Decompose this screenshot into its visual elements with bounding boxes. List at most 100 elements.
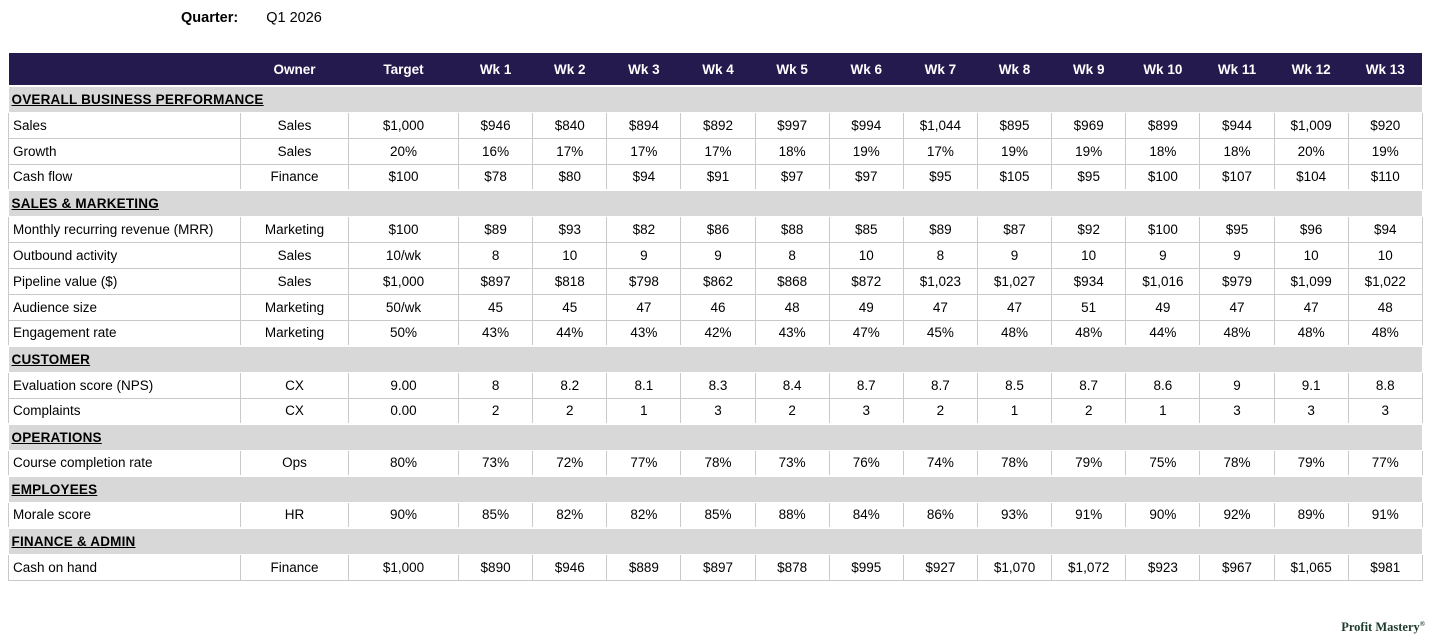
week-value-cell: 9 xyxy=(1199,241,1275,269)
week-value-cell: $818 xyxy=(532,267,608,295)
week-value-cell: 8.4 xyxy=(754,371,830,399)
quarter-label: Quarter: xyxy=(181,10,239,26)
table-row: Morale score HR 90% 85% 82% 82% 85% 88% 84% 86% 93… xyxy=(8,501,1423,529)
week-value-cell: 1 xyxy=(976,397,1053,425)
owner-cell: Marketing xyxy=(240,319,349,347)
section-title: OPERATIONS xyxy=(8,423,1423,451)
week-value-cell: 9.1 xyxy=(1273,371,1349,399)
target-cell: 80% xyxy=(348,449,459,477)
week-value-cell: 48 xyxy=(754,293,830,321)
metric-cell: Complaints xyxy=(8,397,241,425)
week-value-cell: 43% xyxy=(606,319,682,347)
week-value-cell: $92 xyxy=(1051,215,1127,243)
metric-cell: Pipeline value ($) xyxy=(8,267,241,295)
week-value-cell: 17% xyxy=(680,137,756,165)
week-value-cell: 90% xyxy=(1125,501,1201,529)
week-value-cell: 8 xyxy=(902,241,978,269)
week-value-cell: $89 xyxy=(902,215,978,243)
target-cell: 50% xyxy=(348,319,459,347)
week-value-cell: 73% xyxy=(457,449,534,477)
week-value-cell: 8.7 xyxy=(1051,371,1127,399)
week-value-cell: $897 xyxy=(457,267,534,295)
week-value-cell: 78% xyxy=(976,449,1053,477)
week-value-cell: 8.5 xyxy=(976,371,1053,399)
week-value-cell: 17% xyxy=(902,137,978,165)
column-header-wk-5: Wk 5 xyxy=(755,53,830,87)
week-value-cell: 82% xyxy=(606,501,682,529)
target-cell: 0.00 xyxy=(348,397,459,425)
section-header-row: EMPLOYEES xyxy=(8,475,1423,503)
week-value-cell: 82% xyxy=(532,501,608,529)
week-value-cell: 3 xyxy=(680,397,756,425)
owner-cell: Marketing xyxy=(240,215,349,243)
owner-cell: Sales xyxy=(240,137,349,165)
column-header-wk-3: Wk 3 xyxy=(606,53,681,87)
column-header-wk-10: Wk 10 xyxy=(1125,53,1200,87)
week-value-cell: 3 xyxy=(1273,397,1349,425)
week-value-cell: $89 xyxy=(457,215,534,243)
week-value-cell: $104 xyxy=(1273,163,1349,191)
week-value-cell: 48 xyxy=(1347,293,1423,321)
week-value-cell: $927 xyxy=(902,553,978,581)
metric-cell: Monthly recurring revenue (MRR) xyxy=(8,215,241,243)
week-value-cell: $1,065 xyxy=(1273,553,1349,581)
week-value-cell: 51 xyxy=(1051,293,1127,321)
week-value-cell: 48% xyxy=(1273,319,1349,347)
week-value-cell: 19% xyxy=(828,137,904,165)
week-value-cell: 92% xyxy=(1199,501,1275,529)
week-value-cell: $82 xyxy=(606,215,682,243)
column-header-wk-7: Wk 7 xyxy=(903,53,978,87)
week-value-cell: 47 xyxy=(976,293,1053,321)
week-value-cell: 16% xyxy=(457,137,534,165)
week-value-cell: 44% xyxy=(1125,319,1201,347)
registered-mark: ® xyxy=(1419,619,1425,628)
table-row: Cash on hand Finance $1,000 $890 $946 $889 $89… xyxy=(8,553,1423,581)
week-value-cell: 8 xyxy=(457,371,534,399)
week-value-cell: 3 xyxy=(828,397,904,425)
column-header-wk-2: Wk 2 xyxy=(532,53,607,87)
week-value-cell: 10 xyxy=(1347,241,1423,269)
metric-cell: Audience size xyxy=(8,293,241,321)
week-value-cell: 47% xyxy=(828,319,904,347)
target-cell: $100 xyxy=(348,163,459,191)
week-value-cell: 78% xyxy=(1199,449,1275,477)
table-row: Sales Sales $1,000 $946 $840 $894 $892 $997 $994… xyxy=(8,111,1423,139)
week-value-cell: $1,099 xyxy=(1273,267,1349,295)
week-value-cell: 43% xyxy=(457,319,534,347)
week-value-cell: $97 xyxy=(754,163,830,191)
week-value-cell: 9 xyxy=(976,241,1053,269)
quarter-value: Q1 2026 xyxy=(266,10,322,26)
week-value-cell: $997 xyxy=(754,111,830,139)
week-value-cell: $892 xyxy=(680,111,756,139)
week-value-cell: $840 xyxy=(532,111,608,139)
owner-cell: CX xyxy=(240,371,349,399)
metric-cell: Cash on hand xyxy=(8,553,241,581)
week-value-cell: $1,072 xyxy=(1051,553,1127,581)
week-value-cell: $1,070 xyxy=(976,553,1053,581)
week-value-cell: 18% xyxy=(754,137,830,165)
week-value-cell: 8 xyxy=(754,241,830,269)
week-value-cell: $95 xyxy=(1051,163,1127,191)
metric-cell: Cash flow xyxy=(8,163,241,191)
week-value-cell: 43% xyxy=(754,319,830,347)
week-value-cell: 18% xyxy=(1125,137,1201,165)
week-value-cell: $85 xyxy=(828,215,904,243)
column-header-wk-11: Wk 11 xyxy=(1199,53,1275,87)
week-value-cell: $934 xyxy=(1051,267,1127,295)
week-value-cell: 8.1 xyxy=(606,371,682,399)
metric-cell: Sales xyxy=(8,111,241,139)
week-value-cell: $105 xyxy=(976,163,1053,191)
week-value-cell: $96 xyxy=(1273,215,1349,243)
week-value-cell: 72% xyxy=(532,449,608,477)
week-value-cell: 93% xyxy=(976,501,1053,529)
week-value-cell: 10 xyxy=(1051,241,1127,269)
week-value-cell: $95 xyxy=(1199,215,1275,243)
week-value-cell: $890 xyxy=(457,553,534,581)
week-value-cell: 10 xyxy=(1273,241,1349,269)
target-cell: $100 xyxy=(348,215,459,243)
week-value-cell: $87 xyxy=(976,215,1053,243)
week-value-cell: $1,023 xyxy=(902,267,978,295)
week-value-cell: $894 xyxy=(606,111,682,139)
week-value-cell: 19% xyxy=(1051,137,1127,165)
